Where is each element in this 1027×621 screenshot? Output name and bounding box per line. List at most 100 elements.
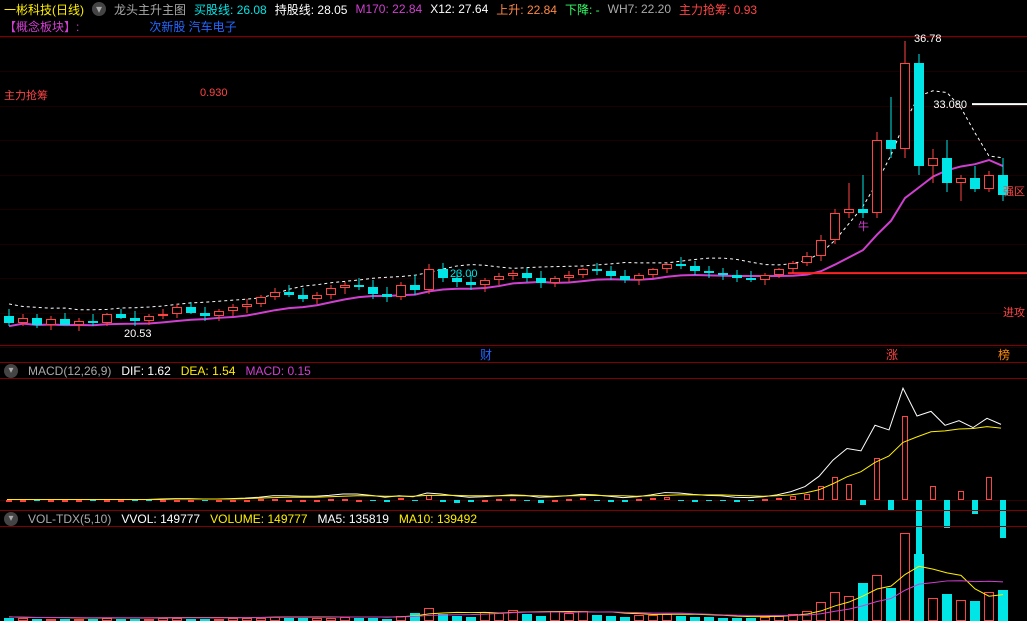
candle bbox=[466, 275, 476, 291]
macd-bar bbox=[48, 500, 54, 502]
candle bbox=[634, 273, 644, 285]
macd-bar bbox=[286, 500, 292, 502]
vol-label: VOL-TDX(5,10) bbox=[28, 512, 111, 526]
candle bbox=[172, 304, 182, 318]
volume-bar bbox=[634, 615, 644, 621]
macd-bar bbox=[874, 458, 880, 500]
volume-bar bbox=[690, 617, 700, 621]
price-high-label: 36.78 bbox=[914, 33, 942, 45]
volume-bar bbox=[900, 533, 910, 621]
macd-bar bbox=[412, 500, 418, 501]
candle bbox=[984, 171, 994, 192]
wh7: WH7: 22.20 bbox=[608, 2, 671, 16]
macd-bar bbox=[860, 500, 866, 505]
candle bbox=[382, 287, 392, 303]
macd-bar bbox=[888, 500, 894, 509]
macd-bar bbox=[440, 500, 446, 502]
up-value: 上升: 22.84 bbox=[496, 1, 557, 18]
volume-bar bbox=[998, 590, 1008, 621]
macd-bar bbox=[748, 500, 754, 501]
macd-bar bbox=[160, 500, 166, 502]
candle bbox=[298, 288, 308, 302]
candle bbox=[410, 275, 420, 296]
macd-bar bbox=[902, 416, 908, 500]
candle bbox=[214, 309, 224, 321]
macd-bar bbox=[300, 500, 306, 502]
volume-bar bbox=[858, 583, 868, 621]
macd-bar bbox=[720, 500, 726, 501]
macd-bar bbox=[230, 500, 236, 502]
vol-volume: VOLUME: 149777 bbox=[210, 512, 307, 526]
volume-bar bbox=[830, 592, 840, 621]
macd-bar bbox=[930, 486, 936, 500]
candle bbox=[494, 273, 504, 285]
candle bbox=[830, 209, 840, 243]
main-candlestick-chart[interactable]: 主力抢筹 0.930 20.5323.0036.7833.080牛强区进攻 bbox=[0, 36, 1027, 346]
down-value: 下降: - bbox=[565, 1, 600, 18]
macd-bar bbox=[6, 500, 12, 502]
volume-bar bbox=[844, 596, 854, 621]
candle bbox=[718, 268, 728, 280]
volume-bar bbox=[550, 611, 560, 621]
candle bbox=[564, 271, 574, 281]
macd-bar bbox=[734, 500, 740, 502]
candle bbox=[886, 97, 896, 157]
candle bbox=[536, 271, 546, 288]
candle bbox=[788, 261, 798, 273]
macd-bar bbox=[958, 491, 964, 500]
candle bbox=[102, 313, 112, 327]
macd-bar bbox=[482, 500, 488, 502]
macd-bar bbox=[594, 500, 600, 501]
candle bbox=[200, 307, 210, 321]
concept-row: 【概念板块】: 次新股 汽车电子 bbox=[4, 18, 237, 35]
macd-bar bbox=[496, 499, 502, 501]
macd-bar bbox=[762, 499, 768, 501]
chevron-down-icon[interactable]: ▾ bbox=[92, 2, 106, 16]
macd-header: ▾ MACD(12,26,9) DIF: 1.62 DEA: 1.54 MACD… bbox=[0, 363, 1027, 379]
vol-ma10: MA10: 139492 bbox=[399, 512, 477, 526]
candle bbox=[228, 304, 238, 316]
macd-label: MACD(12,26,9) bbox=[28, 364, 111, 378]
candle bbox=[900, 41, 910, 158]
macd-panel[interactable]: ▾ MACD(12,26,9) DIF: 1.62 DEA: 1.54 MACD… bbox=[0, 362, 1027, 510]
macd-bar bbox=[244, 500, 250, 502]
volume-bar bbox=[914, 554, 924, 621]
volume-bar bbox=[326, 618, 336, 621]
candle bbox=[242, 299, 252, 313]
volume-bar bbox=[648, 615, 658, 621]
candle bbox=[32, 314, 42, 328]
vol-vvol: VVOL: 149777 bbox=[121, 512, 200, 526]
candle bbox=[326, 285, 336, 299]
volume-bar bbox=[270, 617, 280, 621]
event-marker[interactable]: 榜 bbox=[998, 346, 1010, 363]
macd-bar bbox=[678, 500, 684, 501]
concept-label: 【概念板块】: bbox=[4, 18, 79, 35]
candle bbox=[60, 313, 70, 325]
volume-panel[interactable]: ▾ VOL-TDX(5,10) VVOL: 149777 VOLUME: 149… bbox=[0, 510, 1027, 620]
candle bbox=[18, 314, 28, 326]
candle bbox=[844, 183, 854, 217]
macd-bar bbox=[370, 500, 376, 501]
volume-bar bbox=[816, 602, 826, 621]
candle bbox=[130, 311, 140, 327]
volume-bar bbox=[984, 592, 994, 621]
volume-bar bbox=[536, 616, 546, 621]
candle bbox=[116, 309, 126, 319]
candle bbox=[872, 132, 882, 218]
volume-bar bbox=[396, 616, 406, 621]
volume-bar bbox=[466, 617, 476, 621]
event-marker[interactable]: 财 bbox=[480, 346, 492, 363]
macd-bar bbox=[384, 500, 390, 502]
event-marker[interactable]: 涨 bbox=[886, 346, 898, 363]
left-indicator-value: 0.930 bbox=[200, 87, 228, 99]
macd-bar bbox=[790, 496, 796, 501]
chevron-down-icon[interactable]: ▾ bbox=[4, 512, 18, 526]
vol-header: ▾ VOL-TDX(5,10) VVOL: 149777 VOLUME: 149… bbox=[0, 511, 1027, 527]
volume-bar bbox=[592, 615, 602, 621]
volume-bar bbox=[928, 598, 938, 621]
chevron-down-icon[interactable]: ▾ bbox=[4, 364, 18, 378]
macd-bar bbox=[118, 500, 124, 502]
candle bbox=[690, 261, 700, 275]
macd-bar bbox=[580, 498, 586, 501]
stock-name: 一彬科技(日线) bbox=[4, 1, 84, 18]
